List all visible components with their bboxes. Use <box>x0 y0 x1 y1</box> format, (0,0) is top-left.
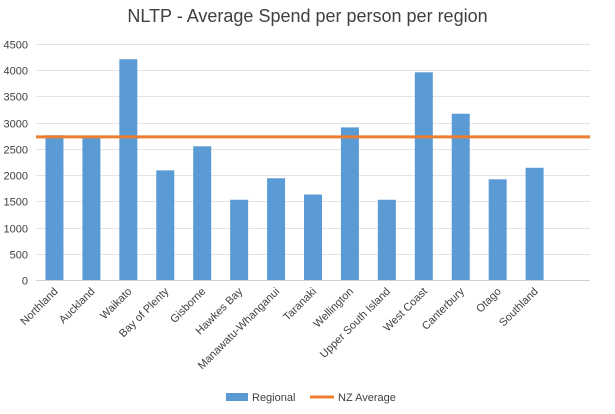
legend-label-nz-average: NZ Average <box>338 392 396 404</box>
bar-series <box>45 59 544 281</box>
y-axis-ticks: 0 500 1000 1500 2000 2500 3000 3500 4000 4500 <box>4 40 28 288</box>
x-tick-label: Waikato <box>98 286 134 322</box>
x-tick-label: Taranaki <box>281 286 319 324</box>
y-tick-label: 4000 <box>4 66 28 78</box>
bar <box>525 167 544 280</box>
y-tick-label: 2000 <box>4 171 28 183</box>
bar <box>230 199 249 280</box>
bar <box>193 146 212 280</box>
x-tick-label: Northland <box>18 286 60 328</box>
chart-title: NLTP - Average Spend per person per regi… <box>127 6 488 26</box>
bar <box>82 136 101 280</box>
y-tick-label: 2500 <box>4 145 28 157</box>
y-tick-label: 1000 <box>4 224 28 236</box>
x-tick-label: Upper South Island <box>318 286 393 361</box>
y-tick-label: 0 <box>22 276 28 288</box>
bar <box>304 194 322 280</box>
bar <box>119 59 138 280</box>
bar <box>156 170 175 280</box>
legend-swatch-regional <box>226 393 248 401</box>
y-tick-label: 3000 <box>4 119 28 131</box>
bar <box>45 135 64 280</box>
bar <box>340 127 359 281</box>
bar <box>267 178 286 280</box>
bar <box>451 113 470 280</box>
y-tick-label: 1500 <box>4 197 28 209</box>
y-tick-label: 3500 <box>4 92 28 104</box>
bar <box>488 179 507 280</box>
bar <box>377 199 396 280</box>
y-tick-label: 4500 <box>4 40 28 52</box>
x-tick-label: Auckland <box>57 286 97 326</box>
legend-label-regional: Regional <box>252 392 295 404</box>
x-tick-label: Southland <box>497 286 541 330</box>
x-tick-label: Otago <box>474 286 504 316</box>
legend: Regional NZ Average <box>226 392 396 404</box>
bar <box>414 72 433 280</box>
y-tick-label: 500 <box>10 250 28 262</box>
